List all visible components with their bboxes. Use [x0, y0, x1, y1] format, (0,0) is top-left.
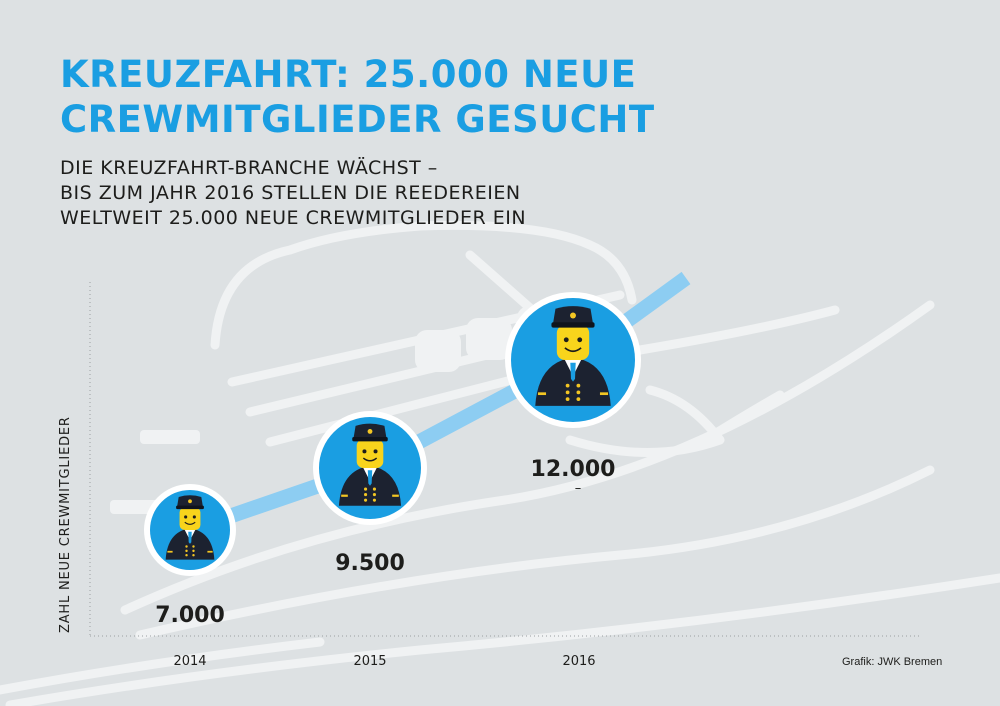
captain-button — [565, 390, 570, 395]
value-label-2014: 7.000 — [155, 603, 225, 628]
captain-button — [364, 498, 368, 502]
captain-sleeve-stripe — [167, 550, 173, 553]
stray-dash-mark: – — [575, 481, 582, 496]
captain-button — [192, 545, 195, 548]
data-point-2015 — [313, 411, 427, 525]
source-credit: Grafik: JWK Bremen — [842, 656, 943, 668]
captain-button — [576, 397, 581, 401]
captain-head — [556, 324, 590, 360]
captain-button — [372, 493, 376, 497]
captain-button — [364, 493, 368, 497]
captain-sleeve-stripe — [392, 494, 399, 497]
captain-cap-anchor — [570, 312, 576, 319]
captain-eye — [192, 515, 196, 519]
captain-eye — [184, 515, 188, 519]
y-axis-label: ZAHL NEUE CREWMITGLIEDER — [58, 416, 73, 633]
captain-head — [356, 439, 384, 468]
captain-smile — [564, 347, 582, 353]
chart-subtitle-line-2: BIS ZUM JAHR 2016 STELLEN DIE REEDEREIEN — [60, 182, 521, 204]
captain-head — [179, 507, 201, 530]
captain-button — [185, 549, 188, 553]
captain-sleeve-stripe — [537, 392, 547, 396]
x-tick-label-2014: 2014 — [173, 654, 206, 669]
captain-jacket — [165, 528, 215, 560]
captain-sleeve-stripe — [599, 392, 609, 396]
captain-button — [565, 383, 570, 388]
data-point-2016 — [505, 292, 641, 428]
captain-button — [192, 549, 195, 553]
captain-button — [364, 487, 368, 491]
captain-tie — [367, 470, 373, 486]
value-label-2015: 9.500 — [335, 551, 405, 576]
captain-figure-icon — [535, 306, 611, 406]
chart-title-line-1: KREUZFAHRT: 25.000 NEUE — [60, 53, 637, 96]
chart-title-line-2: CREWMITGLIEDER GESUCHT — [60, 98, 655, 141]
captain-cap-anchor — [367, 428, 373, 434]
chart-subtitle: DIE KREUZFAHRT-BRANCHE WÄCHST – BIS ZUM … — [60, 156, 526, 231]
captain-cap-brim — [551, 322, 595, 328]
captain-button — [192, 554, 195, 557]
captain-eye — [563, 337, 569, 343]
captain-button — [576, 390, 581, 395]
captain-smile — [362, 457, 378, 462]
captain-tie — [188, 531, 192, 544]
captain-button — [576, 383, 581, 388]
captain-button — [185, 545, 188, 548]
x-tick-label-2015: 2015 — [353, 654, 386, 669]
captain-cap-anchor — [188, 499, 192, 504]
captain-eye — [577, 337, 583, 343]
data-point-2014 — [144, 484, 236, 576]
captain-eye — [373, 449, 378, 454]
captain-sleeve-stripe — [207, 550, 213, 553]
captain-button — [185, 554, 188, 557]
trend-line — [187, 271, 691, 538]
captain-jacket — [338, 465, 402, 506]
captain-figure-icon — [165, 495, 215, 560]
captain-sleeve-stripe — [341, 494, 348, 497]
chart-subtitle-line-1: DIE KREUZFAHRT-BRANCHE WÄCHST – — [60, 157, 438, 179]
captain-button — [372, 498, 376, 502]
captain-cap-brim — [176, 505, 204, 510]
captain-tie — [570, 362, 576, 382]
x-tick-label-2016: 2016 — [562, 654, 595, 669]
captain-button — [565, 397, 570, 401]
captain-figure-icon — [338, 423, 402, 506]
chart-subtitle-line-3: WELTWEIT 25.000 NEUE CREWMITGLIEDER EIN — [60, 207, 527, 229]
captain-cap-brim — [352, 436, 388, 442]
captain-smile — [184, 521, 196, 525]
chart-title: KREUZFAHRT: 25.000 NEUE CREWMITGLIEDER G… — [60, 52, 655, 142]
captain-button — [372, 487, 376, 491]
value-label-2016: 12.000 — [531, 457, 616, 482]
captain-eye — [362, 449, 367, 454]
